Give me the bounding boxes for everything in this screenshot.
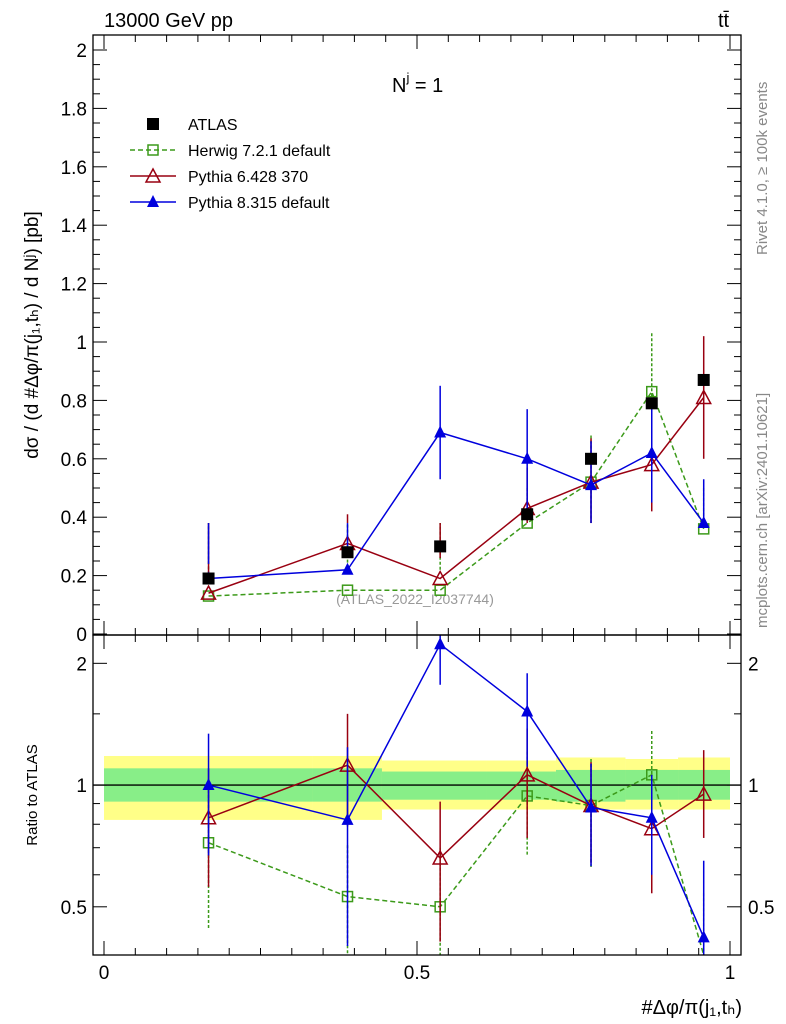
ratio-point-pythia-8-315-default [585,800,598,813]
legend-label-atlas: ATLAS [188,117,238,134]
legend-label-pythia-8-315-default: Pythia 8.315 default [188,195,330,212]
main-point-atlas [645,397,658,410]
main-point-pythia-6-428-370 [695,388,712,405]
main-point-atlas [697,373,710,386]
legend-marker-herwig-7-2-1-default [147,144,159,156]
main-point-herwig-7-2-1-default [646,385,658,398]
y-tick-label-main: 1.2 [61,275,87,296]
header-process: tt̄ [718,10,730,32]
main-point-pythia-8-315-default [645,445,658,458]
header-energy: 13000 GeV pp [104,10,233,32]
main-line-herwig-7-2-1-default [208,390,705,597]
ratio-point-pythia-6-428-370 [518,766,536,782]
legend-marker-pythia-8-315-default [147,195,159,207]
ratio-point-pythia-8-315-default [521,704,534,717]
y-tick-label-main: 0.4 [61,508,88,529]
x-tick-label: 1 [725,963,736,984]
main-point-herwig-7-2-1-default [341,584,354,596]
y-tick-label-main: 1.8 [61,99,87,120]
ratio-point-pythia-8-315-default [341,812,354,825]
main-point-atlas [202,572,215,585]
main-point-pythia-6-428-370 [431,569,449,586]
legend: ATLAS Herwig 7.2.1 default Pythia 6.428 37… [130,117,331,212]
y-tick-label-main: 1 [76,333,87,354]
side-label-mcplots: mcplots.cern.ch [arXiv:2401.10621] [754,393,771,628]
main-point-pythia-8-315-default [434,425,447,438]
main-line-pythia-8-315-default [208,431,705,580]
main-point-atlas [585,452,598,465]
y-tick-label-main: 0.8 [61,391,87,412]
y-axis-title-ratio: Ratio to ATLAS [24,744,41,845]
y-axis-title-main: dσ / (d #Δφ/π(j₁,tₕ) / d Nʲ) [pb] [22,211,43,459]
ratio-point-pythia-8-315-default [697,930,710,943]
main-line-pythia-6-428-370 [208,397,705,594]
ratio-y-tick-label: 2 [76,654,87,675]
ratio-panel [93,755,741,820]
y-tick-label-main: 0 [76,625,87,646]
y-tick-label-main: 2 [76,41,87,62]
y-tick-label-main: 1.6 [61,158,87,179]
ratio-y-tick-label: 0.5 [61,898,87,919]
ratio-point-pythia-8-315-default [434,637,447,650]
main-point-atlas [521,508,534,521]
main-point-pythia-8-315-default [697,516,710,529]
x-axis-title: #Δφ/π(j₁,tₕ) [641,997,742,1019]
legend-label-herwig-7-2-1-default: Herwig 7.2.1 default [188,143,331,160]
legend-label-pythia-6-428-370: Pythia 6.428 370 [188,169,308,186]
ratio-point-pythia-8-315-default [645,810,658,823]
ratio-point-pythia-6-428-370 [695,785,712,801]
side-label-rivet: Rivet 4.1.0, ≥ 100k events [754,82,771,255]
y-tick-label-main: 1.4 [61,216,88,237]
legend-marker-atlas [147,118,159,130]
ratio-y-tick-label-right: 0.5 [748,898,774,919]
main-point-pythia-8-315-default [585,478,598,491]
ratio-y-tick-label: 1 [76,776,87,797]
main-point-pythia-8-315-default [521,451,534,464]
ratio-y-tick-label-right: 2 [748,654,759,675]
main-point-pythia-6-428-370 [200,584,217,600]
main-point-pythia-8-315-default [341,562,354,575]
ratio-point-pythia-8-315-default [202,778,215,791]
main-point-atlas [341,546,354,559]
legend-marker-pythia-6-428-370 [144,167,162,183]
x-tick-label: 0 [99,963,110,984]
main-point-atlas [434,540,447,553]
x-tick-label: 0.5 [404,963,430,984]
y-tick-label-main: 0.6 [61,450,87,471]
njets-label: Nj = 1 [392,70,443,97]
y-tick-label-main: 0.2 [61,567,87,588]
ratio-point-pythia-6-428-370 [431,849,449,865]
ratio-y-tick-label-right: 1 [748,776,759,797]
watermark: (ATLAS_2022_I2037744) [336,591,494,607]
